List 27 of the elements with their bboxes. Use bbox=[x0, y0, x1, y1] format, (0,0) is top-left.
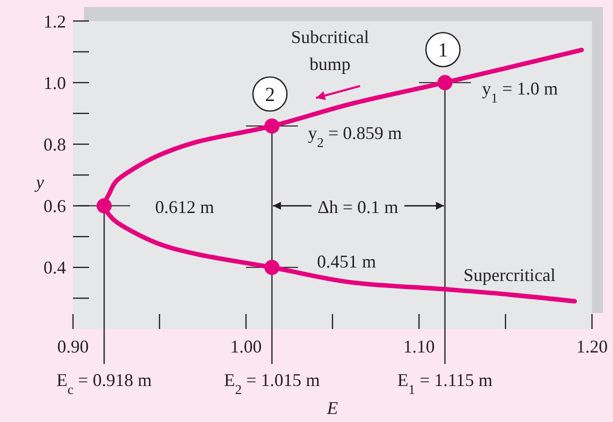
ref-line-label: E$_{2}$ = 1.015 m bbox=[224, 370, 320, 396]
y-tick-label: 0.4 bbox=[44, 258, 66, 278]
y-tick-label: 0.6 bbox=[44, 196, 66, 216]
y-tick-label: 1.2 bbox=[44, 11, 66, 32]
annotation: 0.612 m bbox=[155, 196, 214, 217]
ref-line-label: E$_{1}$ = 1.115 m bbox=[397, 370, 493, 396]
ref-line-label: E$_{c}$ = 0.918 m bbox=[56, 370, 152, 396]
y-tick-label: 0.8 bbox=[44, 134, 66, 154]
x-tick-label: 1.00 bbox=[230, 336, 262, 356]
point bbox=[96, 198, 112, 214]
annotation: Supercritical bbox=[464, 265, 556, 286]
point bbox=[264, 260, 280, 275]
annotation: 1 bbox=[438, 40, 448, 62]
x-axis-title: E bbox=[326, 398, 338, 418]
annotation: y$_{2}$ = 0.859 m bbox=[308, 123, 402, 150]
annotation: 2 bbox=[264, 84, 275, 106]
annotation: Subcritical bump bbox=[291, 27, 369, 74]
annotation: y$_{1}$ = 1.0 m bbox=[482, 78, 558, 106]
x-tick-label: 1.10 bbox=[403, 336, 435, 356]
annotation: Δh = 0.1 m bbox=[318, 196, 398, 217]
x-tick-label: 1.20 bbox=[576, 336, 608, 356]
y-tick-label: 1.0 bbox=[44, 72, 66, 93]
point bbox=[264, 118, 280, 134]
x-tick-label: 0.90 bbox=[57, 336, 89, 356]
point bbox=[437, 75, 453, 90]
y-axis-title: y bbox=[34, 172, 44, 192]
annotation: 0.451 m bbox=[316, 251, 376, 272]
